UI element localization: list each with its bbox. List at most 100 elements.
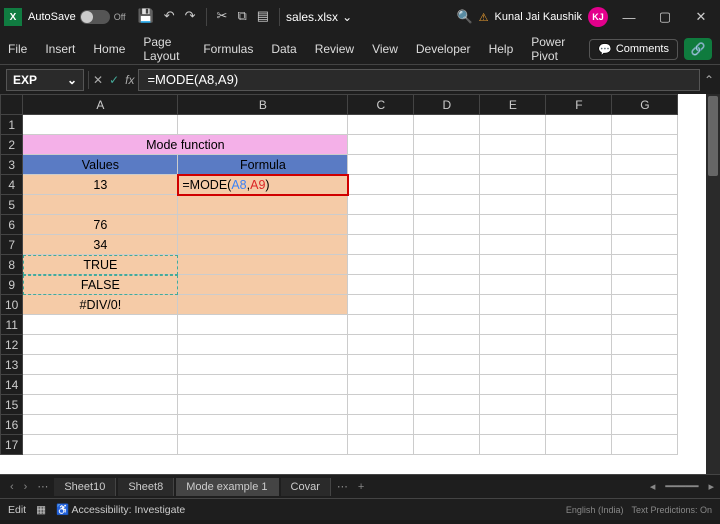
tab-review[interactable]: Review — [315, 42, 354, 56]
header-formula[interactable]: Formula — [178, 155, 348, 175]
row-header[interactable]: 9 — [1, 275, 23, 295]
row-header[interactable]: 12 — [1, 335, 23, 355]
comments-button[interactable]: 💬 Comments — [589, 39, 678, 60]
cell[interactable] — [178, 235, 348, 255]
accessibility-status[interactable]: ♿ Accessibility: Investigate — [56, 503, 185, 516]
sheet-overflow-icon[interactable]: ⋯ — [333, 480, 352, 493]
tab-view[interactable]: View — [372, 42, 398, 56]
tab-home[interactable]: Home — [93, 42, 125, 56]
col-header-a[interactable]: A — [23, 95, 178, 115]
cut-icon[interactable]: ✂ — [217, 8, 228, 26]
separator — [206, 8, 207, 26]
language-indicator: English (India) — [566, 505, 624, 515]
cancel-icon[interactable]: ✕ — [93, 73, 103, 87]
active-formula-cell[interactable]: =MODE(A8,A9) — [178, 175, 348, 195]
tab-page-layout[interactable]: Page Layout — [143, 35, 185, 63]
header-values[interactable]: Values — [23, 155, 178, 175]
expand-formula-bar-icon[interactable]: ⌃ — [704, 73, 714, 87]
tab-insert[interactable]: Insert — [45, 42, 75, 56]
col-header-b[interactable]: B — [178, 95, 348, 115]
cell[interactable]: #DIV/0! — [23, 295, 178, 315]
col-header-d[interactable]: D — [414, 95, 480, 115]
col-header-g[interactable]: G — [612, 95, 678, 115]
hscroll-track[interactable]: ━━━━━ — [665, 480, 698, 493]
tab-help[interactable]: Help — [489, 42, 514, 56]
row-header[interactable]: 2 — [1, 135, 23, 155]
row-header[interactable]: 4 — [1, 175, 23, 195]
mode-indicator: Edit — [8, 504, 26, 516]
filename-display[interactable]: sales.xlsx ⌄ — [286, 10, 352, 24]
formula-bar: EXP ⌄ ✕ ✓ fx =MODE(A8,A9) ⌃ — [0, 64, 720, 94]
chevron-down-icon: ⌄ — [342, 10, 352, 24]
cell[interactable]: 76 — [23, 215, 178, 235]
row-header[interactable]: 15 — [1, 395, 23, 415]
formula-input[interactable]: =MODE(A8,A9) — [138, 69, 699, 91]
avatar[interactable]: KJ — [588, 7, 608, 27]
sheet-tab-bar: ‹ › ⋯ Sheet10 Sheet8 Mode example 1 Cova… — [0, 474, 720, 498]
enter-icon[interactable]: ✓ — [109, 73, 119, 87]
vertical-scrollbar[interactable] — [706, 94, 720, 474]
row-header[interactable]: 1 — [1, 115, 23, 135]
tab-developer[interactable]: Developer — [416, 42, 471, 56]
redo-icon[interactable]: ↷ — [185, 8, 196, 26]
row-header[interactable]: 6 — [1, 215, 23, 235]
add-sheet-icon[interactable]: + — [354, 481, 368, 493]
title-cell[interactable]: Mode function — [23, 135, 348, 155]
row-header[interactable]: 10 — [1, 295, 23, 315]
cell[interactable]: 34 — [23, 235, 178, 255]
row-header[interactable]: 5 — [1, 195, 23, 215]
cell[interactable] — [178, 255, 348, 275]
save-icon[interactable]: 💾 — [138, 8, 154, 26]
copy-icon[interactable]: ⧉ — [237, 8, 246, 26]
name-box[interactable]: EXP ⌄ — [6, 69, 84, 91]
col-header-c[interactable]: C — [348, 95, 414, 115]
row-header[interactable]: 8 — [1, 255, 23, 275]
tab-formulas[interactable]: Formulas — [203, 42, 253, 56]
cell-selected-a8[interactable]: TRUE — [23, 255, 178, 275]
tab-file[interactable]: File — [8, 42, 27, 56]
cell[interactable] — [23, 195, 178, 215]
close-button[interactable]: ✕ — [686, 9, 716, 25]
stats-icon[interactable]: ▦ — [36, 504, 46, 516]
maximize-button[interactable]: ▢ — [650, 9, 680, 25]
row-header[interactable]: 13 — [1, 355, 23, 375]
quick-access-toolbar: 💾 ↶ ↷ ✂ ⧉ ▤ — [138, 8, 281, 26]
cell-selected-a9[interactable]: FALSE — [23, 275, 178, 295]
fx-icon[interactable]: fx — [125, 73, 134, 87]
sheet-tab[interactable]: Sheet8 — [118, 478, 174, 496]
hscroll-left-icon[interactable]: ◂ — [650, 480, 656, 493]
row-header[interactable]: 7 — [1, 235, 23, 255]
row-header[interactable]: 11 — [1, 315, 23, 335]
row-header[interactable]: 17 — [1, 435, 23, 455]
sheet-tab[interactable]: Sheet10 — [54, 478, 116, 496]
row-header[interactable]: 16 — [1, 415, 23, 435]
select-all-corner[interactable] — [1, 95, 23, 115]
hscroll-right-icon[interactable]: ▸ — [708, 480, 714, 493]
tab-data[interactable]: Data — [271, 42, 296, 56]
user-account[interactable]: ⚠ Kunal Jai Kaushik KJ — [479, 7, 608, 27]
new-icon[interactable]: ▤ — [257, 8, 269, 26]
col-header-f[interactable]: F — [546, 95, 612, 115]
share-button[interactable]: 🔗 — [684, 38, 712, 60]
undo-icon[interactable]: ↶ — [164, 8, 175, 26]
sheet-more-icon[interactable]: ⋯ — [33, 480, 52, 493]
cell[interactable] — [178, 295, 348, 315]
cell[interactable]: 13 — [23, 175, 178, 195]
scrollbar-thumb[interactable] — [708, 96, 718, 176]
autosave-toggle[interactable]: AutoSave Off — [28, 10, 126, 24]
cell[interactable] — [178, 195, 348, 215]
minimize-button[interactable]: — — [614, 10, 644, 25]
row-header[interactable]: 14 — [1, 375, 23, 395]
row-header[interactable]: 3 — [1, 155, 23, 175]
sheet-nav-next-icon[interactable]: › — [20, 481, 32, 493]
sheet-tab[interactable]: Covar — [281, 478, 331, 496]
col-header-e[interactable]: E — [480, 95, 546, 115]
cell[interactable] — [178, 215, 348, 235]
sheet-nav-prev-icon[interactable]: ‹ — [6, 481, 18, 493]
sheet-tab-active[interactable]: Mode example 1 — [176, 478, 278, 496]
toggle-switch[interactable] — [80, 10, 110, 24]
cell[interactable] — [178, 275, 348, 295]
tab-power-pivot[interactable]: Power Pivot — [531, 35, 571, 63]
search-icon[interactable]: 🔍 — [456, 9, 472, 25]
spreadsheet-grid[interactable]: A B C D E F G 1 2 Mode function 3 Values… — [0, 94, 720, 474]
